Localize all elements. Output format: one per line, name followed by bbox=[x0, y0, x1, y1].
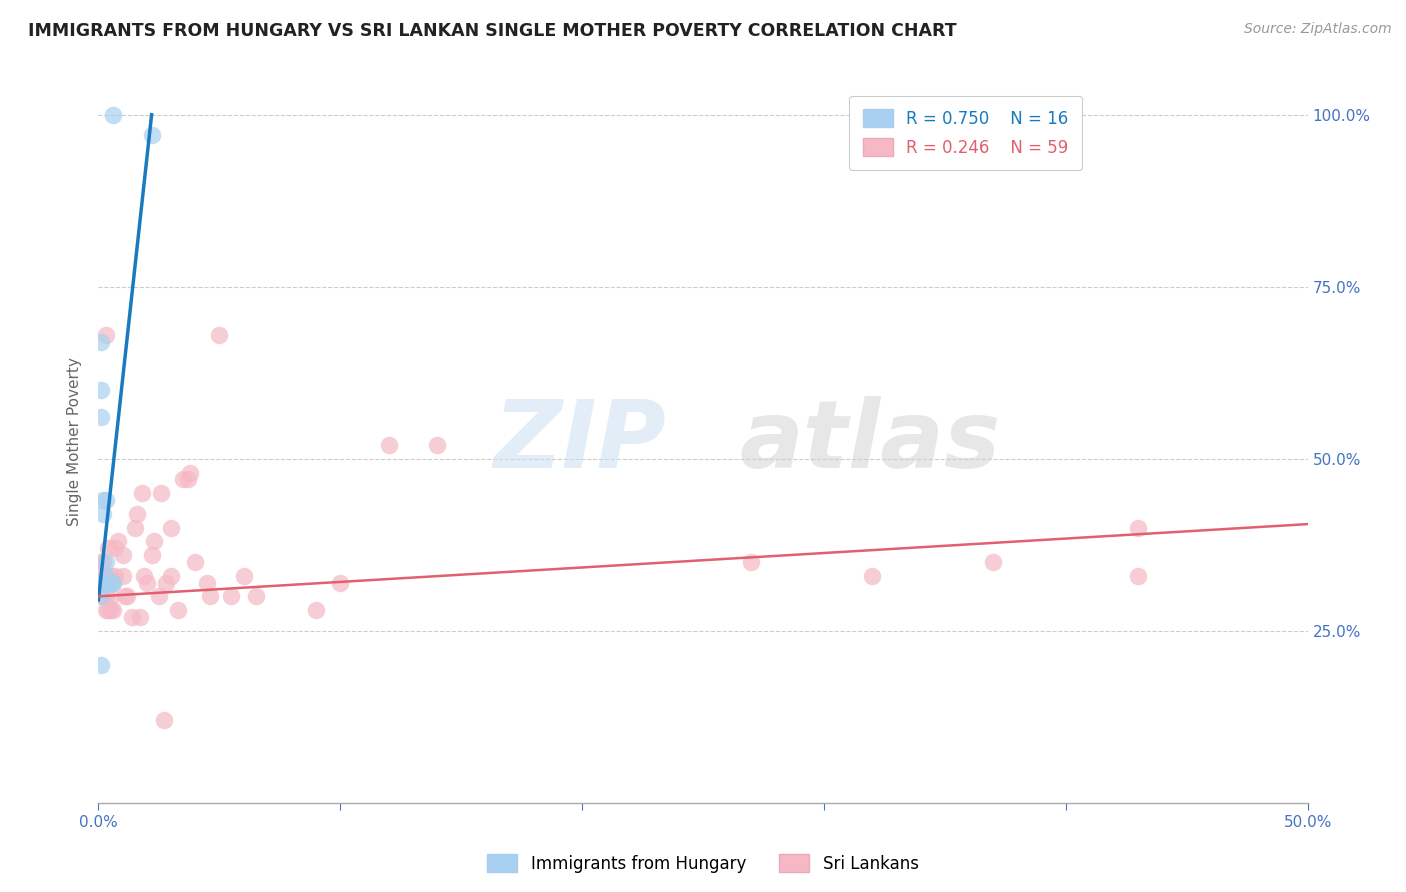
Point bbox=[97, 603, 120, 617]
Point bbox=[1128, 568, 1150, 582]
Point bbox=[172, 472, 194, 486]
Point bbox=[91, 555, 114, 569]
Point bbox=[155, 575, 177, 590]
Point bbox=[426, 438, 449, 452]
Point bbox=[232, 568, 254, 582]
Point bbox=[177, 472, 200, 486]
Text: IMMIGRANTS FROM HUNGARY VS SRI LANKAN SINGLE MOTHER POVERTY CORRELATION CHART: IMMIGRANTS FROM HUNGARY VS SRI LANKAN SI… bbox=[28, 22, 956, 40]
Point bbox=[90, 410, 112, 425]
Point bbox=[91, 493, 114, 508]
Point bbox=[101, 603, 124, 617]
Point bbox=[90, 575, 112, 590]
Point bbox=[114, 590, 136, 604]
Point bbox=[117, 590, 139, 604]
Point bbox=[127, 507, 149, 521]
Point bbox=[195, 575, 218, 590]
Point bbox=[860, 568, 883, 582]
Point bbox=[143, 534, 166, 549]
Point bbox=[94, 327, 117, 342]
Point bbox=[100, 568, 122, 582]
Point bbox=[90, 383, 112, 397]
Point bbox=[101, 108, 124, 122]
Point bbox=[131, 486, 153, 500]
Point bbox=[134, 568, 156, 582]
Point bbox=[94, 493, 117, 508]
Point bbox=[90, 658, 112, 673]
Text: atlas: atlas bbox=[740, 395, 1001, 488]
Point bbox=[100, 590, 122, 604]
Point bbox=[97, 575, 120, 590]
Point bbox=[101, 575, 124, 590]
Point bbox=[141, 548, 163, 562]
Point bbox=[128, 610, 150, 624]
Point bbox=[104, 568, 127, 582]
Point bbox=[94, 568, 117, 582]
Point bbox=[135, 575, 157, 590]
Y-axis label: Single Mother Poverty: Single Mother Poverty bbox=[67, 357, 83, 526]
Text: Source: ZipAtlas.com: Source: ZipAtlas.com bbox=[1244, 22, 1392, 37]
Point bbox=[100, 575, 122, 590]
Point bbox=[91, 507, 114, 521]
Point bbox=[1128, 520, 1150, 534]
Point bbox=[104, 541, 127, 556]
Point bbox=[221, 590, 243, 604]
Point bbox=[377, 438, 399, 452]
Point bbox=[111, 568, 134, 582]
Point bbox=[198, 590, 221, 604]
Point bbox=[91, 575, 114, 590]
Legend: Immigrants from Hungary, Sri Lankans: Immigrants from Hungary, Sri Lankans bbox=[481, 847, 925, 880]
Point bbox=[90, 568, 112, 582]
Point bbox=[100, 603, 122, 617]
Point bbox=[981, 555, 1004, 569]
Point bbox=[305, 603, 328, 617]
Point bbox=[245, 590, 267, 604]
Point bbox=[152, 713, 174, 727]
Point bbox=[97, 541, 120, 556]
Point bbox=[107, 534, 129, 549]
Point bbox=[208, 327, 231, 342]
Point bbox=[90, 555, 112, 569]
Point bbox=[101, 575, 124, 590]
Point bbox=[179, 466, 201, 480]
Point bbox=[329, 575, 352, 590]
Point bbox=[167, 603, 190, 617]
Point bbox=[111, 548, 134, 562]
Point bbox=[148, 590, 170, 604]
Point bbox=[94, 590, 117, 604]
Point bbox=[141, 128, 163, 143]
Legend: R = 0.750    N = 16, R = 0.246    N = 59: R = 0.750 N = 16, R = 0.246 N = 59 bbox=[849, 95, 1081, 169]
Point bbox=[90, 590, 112, 604]
Point bbox=[90, 334, 112, 349]
Point bbox=[184, 555, 207, 569]
Point bbox=[740, 555, 762, 569]
Point bbox=[97, 575, 120, 590]
Point bbox=[94, 555, 117, 569]
Point bbox=[91, 590, 114, 604]
Text: ZIP: ZIP bbox=[494, 395, 666, 488]
Point bbox=[121, 610, 143, 624]
Point bbox=[124, 520, 146, 534]
Point bbox=[94, 568, 117, 582]
Point bbox=[160, 520, 183, 534]
Point bbox=[94, 603, 117, 617]
Point bbox=[150, 486, 173, 500]
Point bbox=[160, 568, 183, 582]
